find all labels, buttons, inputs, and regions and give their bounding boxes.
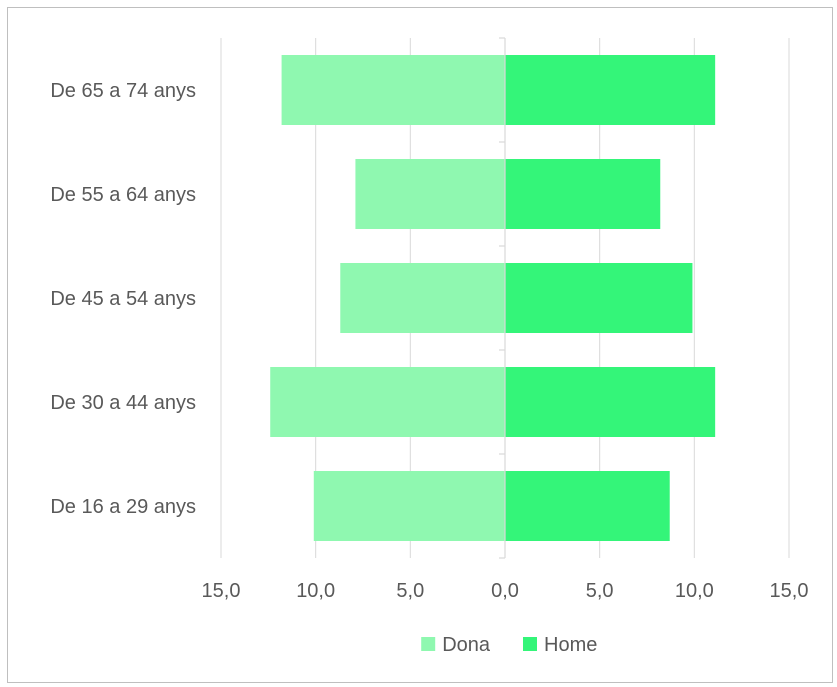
bar-home — [505, 367, 716, 437]
bar-dona — [270, 367, 505, 437]
x-tick-label: 15,0 — [770, 580, 809, 602]
bar-home — [505, 471, 670, 541]
bar-dona — [281, 55, 505, 125]
category-label: De 45 a 54 anys — [50, 288, 196, 310]
x-tick-label: 15,0 — [202, 580, 241, 602]
category-label: De 65 a 74 anys — [50, 80, 196, 102]
x-tick-label: 5,0 — [396, 580, 424, 602]
x-tick-label: 0,0 — [491, 580, 519, 602]
bar-dona — [313, 471, 505, 541]
legend-swatch-home — [523, 637, 537, 651]
bar-dona — [355, 159, 505, 229]
legend-label-dona: Dona — [442, 634, 491, 656]
x-tick-label: 10,0 — [675, 580, 714, 602]
bar-home — [505, 55, 716, 125]
legend-label-home: Home — [544, 634, 597, 656]
bar-dona — [340, 263, 505, 333]
x-tick-label: 5,0 — [586, 580, 614, 602]
category-label: De 30 a 44 anys — [50, 392, 196, 414]
category-label: De 55 a 64 anys — [50, 184, 196, 206]
bar-home — [505, 159, 661, 229]
x-tick-label: 10,0 — [296, 580, 335, 602]
category-label: De 16 a 29 anys — [50, 496, 196, 518]
legend-swatch-dona — [421, 637, 436, 651]
bar-home — [505, 263, 693, 333]
